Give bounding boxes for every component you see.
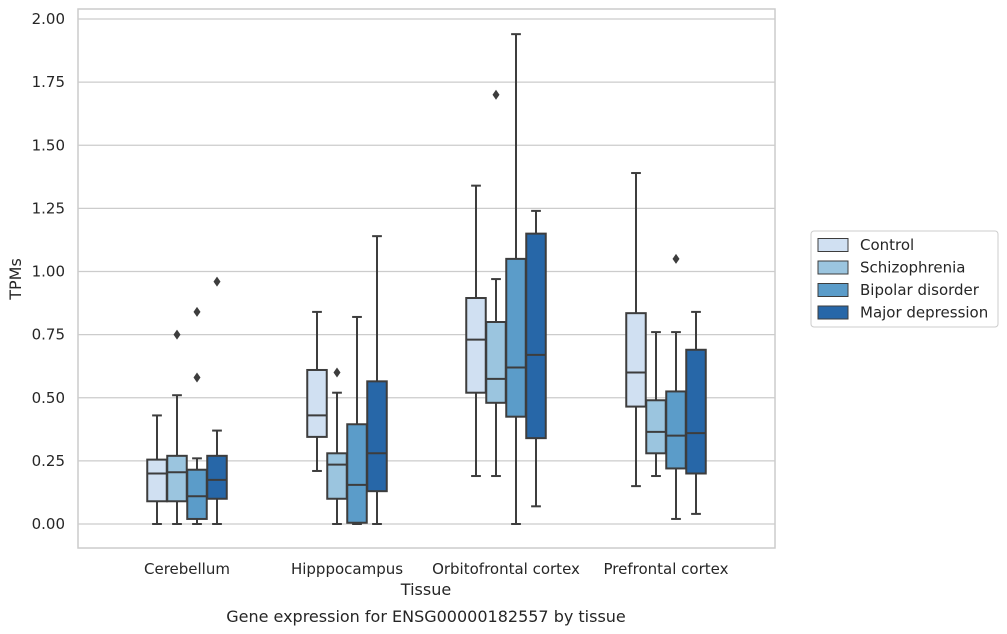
box-iqr — [366, 380, 388, 493]
box-iqr — [326, 452, 348, 500]
y-tick-labels: 0.00 0.25 0.50 0.75 1.00 1.25 1.50 1.75 2.00 — [32, 10, 65, 533]
plot-frame — [77, 8, 776, 549]
y-tick-label: 0.50 — [32, 389, 65, 407]
box-major-depression — [206, 276, 228, 525]
box-iqr — [306, 368, 328, 438]
box-iqr — [206, 454, 228, 500]
x-tick-label: Cerebellum — [144, 560, 230, 578]
legend-swatch — [817, 260, 849, 275]
outlier-point — [173, 329, 181, 340]
box-schizophrenia — [485, 89, 507, 478]
box-iqr — [166, 454, 188, 503]
y-tick-label: 0.25 — [32, 452, 65, 470]
legend-label: Bipolar disorder — [860, 281, 980, 299]
x-tick-label: Hipppocampus — [291, 560, 403, 578]
x-tick-labels: Cerebellum Hipppocampus Orbitofrontal cort… — [144, 560, 729, 578]
outlier-point — [193, 372, 201, 383]
legend-label: Control — [860, 236, 914, 254]
legend-swatch — [817, 283, 849, 297]
box-bipolar-disorder — [665, 253, 687, 520]
box-iqr — [505, 257, 527, 418]
boxes — [146, 33, 707, 525]
legend-swatch — [817, 305, 849, 320]
box-iqr — [485, 321, 507, 404]
chart-caption: Gene expression for ENSG00000182557 by t… — [226, 607, 626, 626]
y-tick-label: 0.00 — [32, 515, 65, 533]
box-iqr — [186, 468, 208, 520]
legend-frame — [810, 230, 999, 328]
box-iqr — [645, 399, 667, 455]
outlier-point — [492, 89, 500, 100]
box-iqr — [685, 348, 707, 475]
box-iqr — [146, 458, 168, 503]
box-major-depression — [685, 310, 707, 515]
box-bipolar-disorder — [346, 315, 368, 525]
legend-label: Major depression — [860, 304, 988, 322]
y-tick-label: 0.75 — [32, 326, 65, 344]
box-control — [306, 310, 328, 472]
y-tick-label: 1.75 — [32, 73, 65, 91]
box-schizophrenia — [166, 329, 188, 525]
outlier-point — [193, 306, 201, 317]
box-iqr — [625, 312, 647, 408]
box-major-depression — [366, 235, 388, 525]
y-tick-label: 1.00 — [32, 263, 65, 281]
legend-label: Schizophrenia — [860, 259, 965, 277]
y-tick-label: 2.00 — [32, 10, 65, 28]
outlier-point — [672, 253, 680, 264]
box-major-depression — [525, 209, 547, 508]
outlier-point — [333, 367, 341, 378]
outlier-point — [213, 276, 221, 287]
x-tick-label: Prefrontal cortex — [604, 560, 729, 578]
box-iqr — [465, 297, 487, 394]
y-axis-label: TPMs — [6, 258, 25, 301]
x-axis-label: Tissue — [400, 580, 451, 599]
box-schizophrenia — [645, 331, 667, 478]
box-schizophrenia — [326, 367, 348, 525]
grid-lines — [78, 18, 775, 525]
legend-swatch — [817, 238, 849, 252]
legend: Control Schizophrenia Bipolar disorder Majo… — [810, 230, 999, 328]
y-tick-label: 1.25 — [32, 199, 65, 217]
box-control — [625, 172, 647, 488]
x-tick-label: Orbitofrontal cortex — [432, 560, 580, 578]
box-iqr — [665, 390, 687, 470]
box-bipolar-disorder — [186, 306, 208, 525]
box-bipolar-disorder — [505, 33, 527, 525]
box-control — [146, 414, 168, 525]
y-tick-label: 1.50 — [32, 136, 65, 154]
box-iqr — [525, 232, 547, 440]
box-iqr — [346, 423, 368, 524]
box-control — [465, 184, 487, 478]
